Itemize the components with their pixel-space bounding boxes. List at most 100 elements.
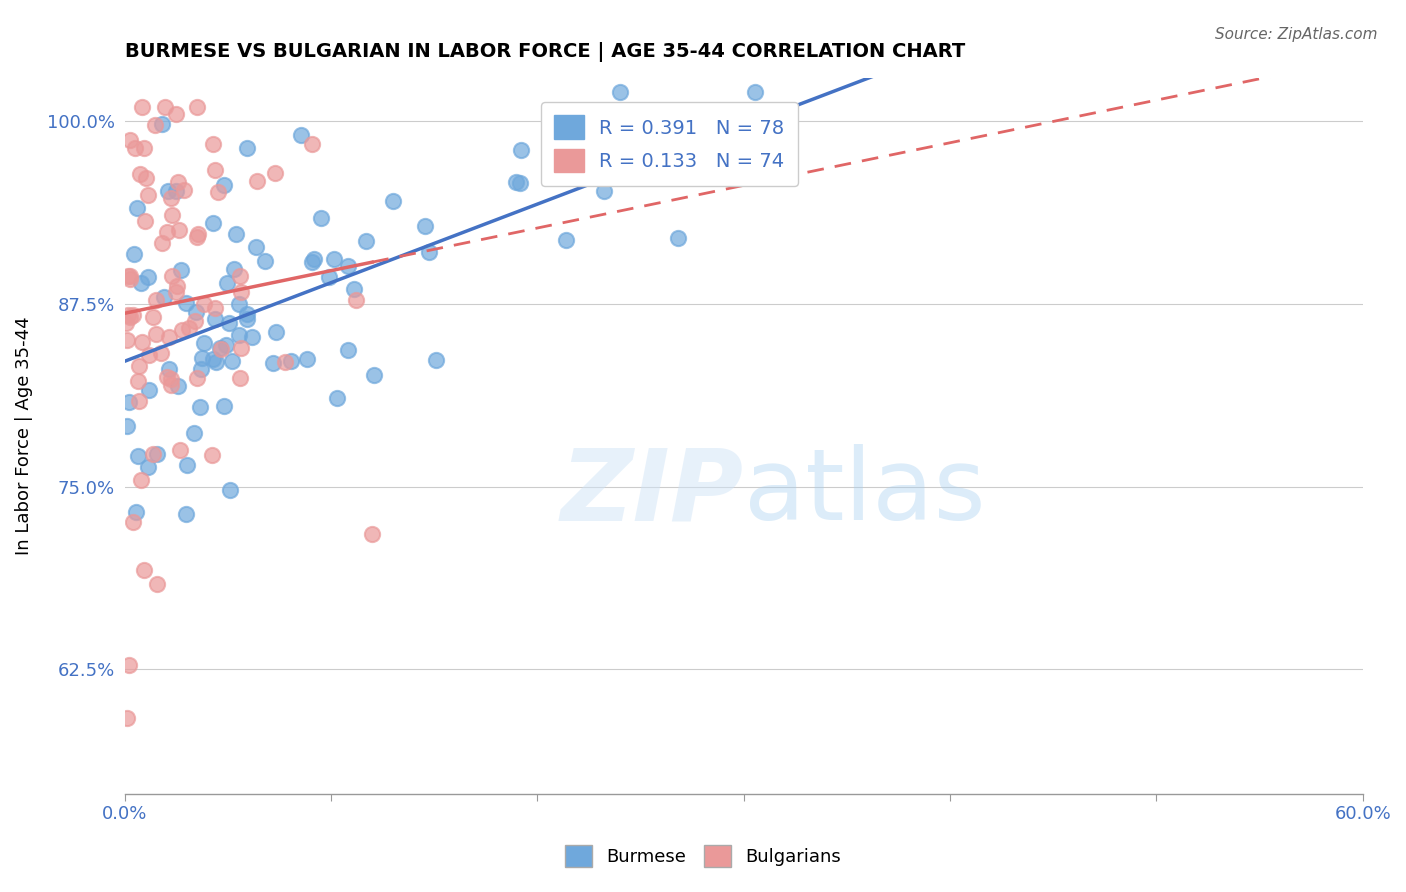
Point — [323, 252, 346, 267]
Point — [318, 269, 340, 284]
Point — [193, 297, 215, 311]
Point — [555, 233, 578, 247]
Point — [127, 449, 149, 463]
Point — [228, 297, 250, 311]
Point — [170, 262, 193, 277]
Point — [128, 359, 150, 374]
Point — [209, 342, 232, 356]
Point — [177, 321, 200, 335]
Point — [166, 279, 188, 293]
Point — [509, 176, 531, 190]
Point — [131, 100, 153, 114]
Point — [264, 325, 287, 339]
Point — [413, 219, 436, 234]
Text: Source: ZipAtlas.com: Source: ZipAtlas.com — [1215, 27, 1378, 42]
Point — [131, 334, 153, 349]
Point — [153, 290, 176, 304]
Point — [246, 174, 269, 188]
Point — [118, 272, 141, 286]
Point — [145, 576, 167, 591]
Point — [212, 178, 235, 192]
Point — [609, 85, 631, 99]
Point — [208, 342, 231, 356]
Point — [354, 235, 377, 249]
Point — [236, 306, 259, 320]
Point — [120, 269, 142, 284]
Point — [219, 483, 242, 497]
Point — [129, 167, 152, 181]
Point — [176, 458, 198, 473]
Point — [217, 276, 239, 290]
Point — [136, 459, 159, 474]
Legend: R = 0.391   N = 78, R = 0.133   N = 74: R = 0.391 N = 78, R = 0.133 N = 74 — [541, 102, 797, 186]
Point — [326, 391, 349, 405]
Point — [309, 211, 332, 225]
Point — [240, 330, 263, 344]
Point — [382, 194, 405, 209]
Point — [118, 132, 141, 146]
Point — [118, 658, 141, 673]
Point — [160, 208, 183, 222]
Point — [505, 175, 527, 189]
Point — [117, 308, 139, 322]
Point — [122, 247, 145, 261]
Point — [361, 526, 384, 541]
Point — [231, 285, 253, 300]
Point — [190, 351, 212, 365]
Point — [337, 343, 360, 358]
Point — [218, 316, 240, 330]
Point — [302, 252, 325, 266]
Point — [236, 141, 259, 155]
Point — [135, 170, 157, 185]
Point — [128, 394, 150, 409]
Point — [129, 276, 152, 290]
Point — [153, 100, 176, 114]
Point — [159, 329, 181, 343]
Point — [156, 370, 179, 384]
Point — [207, 185, 229, 199]
Point — [186, 370, 208, 384]
Point — [145, 326, 167, 341]
Point — [253, 254, 276, 268]
Point — [204, 162, 226, 177]
Point — [150, 235, 173, 250]
Point — [142, 448, 165, 462]
Point — [187, 227, 209, 241]
Point — [174, 507, 197, 521]
Point — [190, 361, 212, 376]
Point — [169, 442, 191, 457]
Point — [160, 371, 183, 385]
Point — [343, 282, 366, 296]
Point — [301, 255, 323, 269]
Point — [212, 399, 235, 413]
Point — [301, 137, 323, 152]
Point — [201, 137, 224, 152]
Point — [167, 223, 190, 237]
Point — [193, 335, 215, 350]
Point — [162, 269, 184, 284]
Point — [344, 293, 367, 307]
Point — [160, 192, 183, 206]
Point — [132, 563, 155, 577]
Point — [183, 426, 205, 441]
Point — [418, 245, 440, 260]
Point — [121, 515, 143, 529]
Point — [290, 128, 312, 142]
Point — [146, 447, 169, 461]
Y-axis label: In Labor Force | Age 35-44: In Labor Force | Age 35-44 — [15, 317, 32, 555]
Point — [167, 378, 190, 392]
Point — [236, 312, 259, 326]
Point — [129, 473, 152, 487]
Point — [143, 118, 166, 132]
Point — [136, 269, 159, 284]
Point — [425, 352, 447, 367]
Point — [510, 143, 533, 157]
Point — [167, 175, 190, 189]
Point — [132, 141, 155, 155]
Point — [336, 260, 359, 274]
Point — [165, 285, 187, 299]
Text: atlas: atlas — [744, 444, 986, 541]
Point — [186, 305, 208, 319]
Point — [262, 356, 284, 370]
Point — [127, 374, 149, 388]
